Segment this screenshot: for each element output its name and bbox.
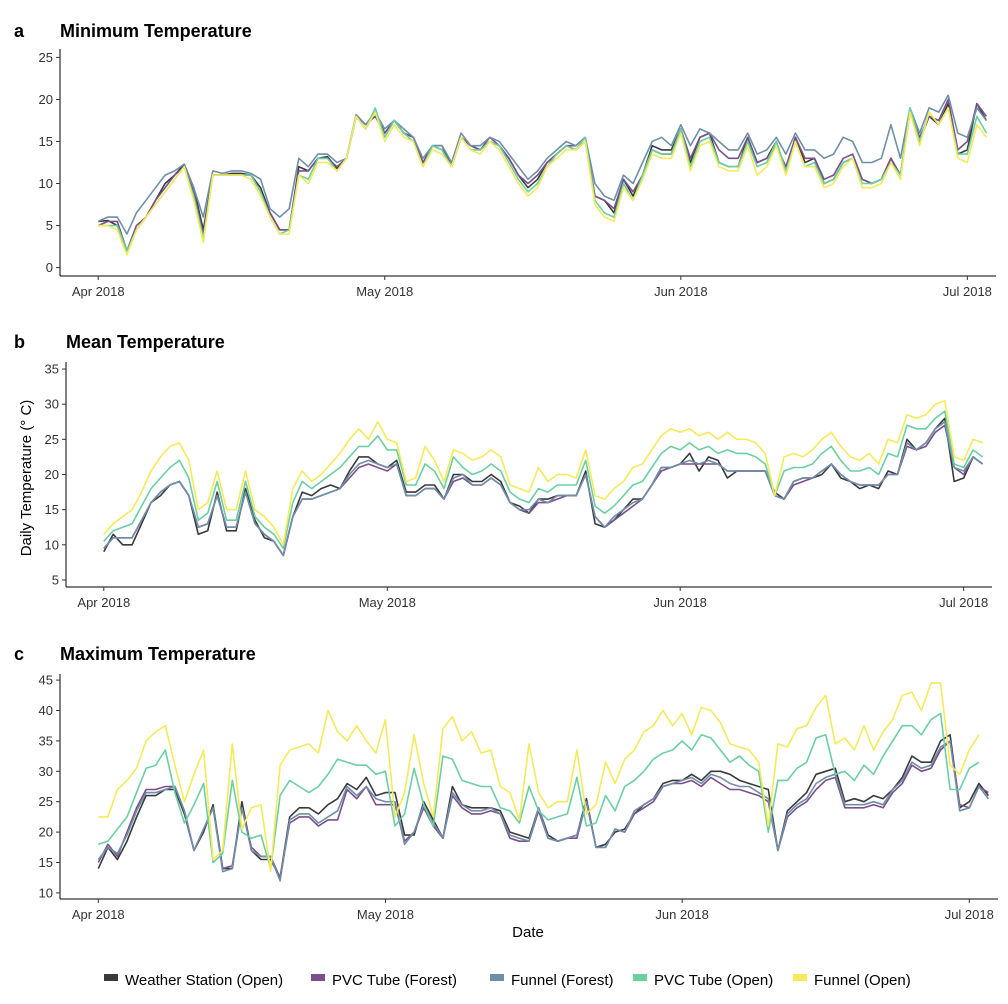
legend-item: PVC Tube (Forest) xyxy=(311,972,457,989)
x-tick-label: Jun 2018 xyxy=(654,284,708,299)
y-tick-label: 5 xyxy=(52,572,59,587)
x-tick-label: Jun 2018 xyxy=(653,595,707,610)
y-tick-label: 15 xyxy=(39,855,53,870)
x-tick-label: Jul 2018 xyxy=(943,284,992,299)
series-line xyxy=(97,94,988,235)
y-tick-label: 35 xyxy=(45,362,59,377)
y-tick-label: 10 xyxy=(39,885,53,900)
panel-a: a Minimum Temperature 0 5 10 15 20 25 Apr 2018 Ma… xyxy=(14,21,996,299)
y-tick-label: 10 xyxy=(39,176,53,191)
x-tick-label: Apr 2018 xyxy=(72,907,125,922)
legend-label: Funnel (Open) xyxy=(814,972,911,989)
x-tick-label: Jun 2018 xyxy=(655,907,709,922)
legend-swatch xyxy=(793,974,807,981)
x-tick-label: May 2018 xyxy=(356,284,413,299)
legend-label: PVC Tube (Open) xyxy=(654,972,773,989)
legend-item: PVC Tube (Open) xyxy=(633,972,773,989)
legend-swatch xyxy=(633,974,647,981)
y-tick-label: 0 xyxy=(46,260,53,275)
x-tick-label: Apr 2018 xyxy=(72,284,125,299)
x-axis-title: Date xyxy=(512,924,544,941)
y-tick-label: 45 xyxy=(39,673,53,688)
y-tick-label: 25 xyxy=(45,432,59,447)
series-line xyxy=(103,399,983,546)
legend-item: Funnel (Forest) xyxy=(490,972,614,989)
y-tick-label: 35 xyxy=(39,733,53,748)
panel-title: Maximum Temperature xyxy=(60,644,256,664)
legend-swatch xyxy=(311,974,325,981)
legend-label: Weather Station (Open) xyxy=(125,972,283,989)
panel-letter: c xyxy=(14,644,24,664)
series-line xyxy=(97,740,989,879)
series-line xyxy=(97,740,990,882)
x-tick-label: Apr 2018 xyxy=(77,595,130,610)
x-tick-label: May 2018 xyxy=(357,907,414,922)
series-line xyxy=(98,712,980,870)
panel-letter: b xyxy=(14,332,25,352)
panel-letter: a xyxy=(14,21,25,41)
y-axis-title: Daily Temperature (° C) xyxy=(18,400,35,557)
y-tick-label: 10 xyxy=(45,537,59,552)
panel-b: b Mean Temperature 5 10 15 20 25 30 35 Apr 2018 Ma… xyxy=(14,332,992,610)
series-line xyxy=(98,682,980,873)
y-tick-label: 30 xyxy=(45,397,59,412)
y-tick-label: 20 xyxy=(39,825,53,840)
y-tick-label: 15 xyxy=(39,134,53,149)
y-tick-label: 15 xyxy=(45,502,59,517)
panel-c: c Maximum Temperature 10 15 20 25 30 35 40 45 Apr … xyxy=(14,644,998,922)
x-tick-label: May 2018 xyxy=(359,595,416,610)
y-tick-label: 5 xyxy=(46,218,53,233)
legend: Weather Station (Open) PVC Tube (Forest) F… xyxy=(104,972,911,989)
series-line xyxy=(98,107,988,256)
series-line xyxy=(103,420,984,557)
series-line xyxy=(98,107,988,252)
legend-swatch xyxy=(104,974,118,981)
y-tick-label: 30 xyxy=(39,764,53,779)
panel-title: Mean Temperature xyxy=(66,332,225,352)
legend-label: PVC Tube (Forest) xyxy=(332,972,457,989)
series-line xyxy=(103,417,984,557)
legend-swatch xyxy=(490,974,504,981)
legend-item: Funnel (Open) xyxy=(793,972,911,989)
y-tick-label: 25 xyxy=(39,50,53,65)
x-tick-label: Jul 2018 xyxy=(939,595,988,610)
legend-label: Funnel (Forest) xyxy=(511,972,614,989)
y-tick-label: 25 xyxy=(39,794,53,809)
y-tick-label: 40 xyxy=(39,703,53,718)
legend-item: Weather Station (Open) xyxy=(104,972,283,989)
y-tick-label: 20 xyxy=(39,92,53,107)
x-tick-label: Jul 2018 xyxy=(945,907,994,922)
series-line xyxy=(103,410,984,550)
panel-title: Minimum Temperature xyxy=(60,21,252,41)
y-tick-label: 20 xyxy=(45,467,59,482)
